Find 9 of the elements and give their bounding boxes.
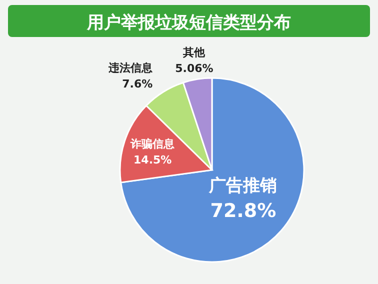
- chart-title: 用户举报垃圾短信类型分布: [86, 13, 291, 33]
- data-label: 14.5%: [134, 153, 172, 166]
- slice-label: 诈骗信息: [130, 137, 176, 150]
- data-label: 72.8%: [210, 200, 276, 222]
- slice-label: 违法信息: [108, 62, 154, 75]
- data-label: 5.06%: [175, 62, 214, 76]
- slice-label: 广告推销: [208, 176, 278, 196]
- data-label: 7.6%: [122, 78, 153, 91]
- slice-label: 其他: [182, 46, 206, 60]
